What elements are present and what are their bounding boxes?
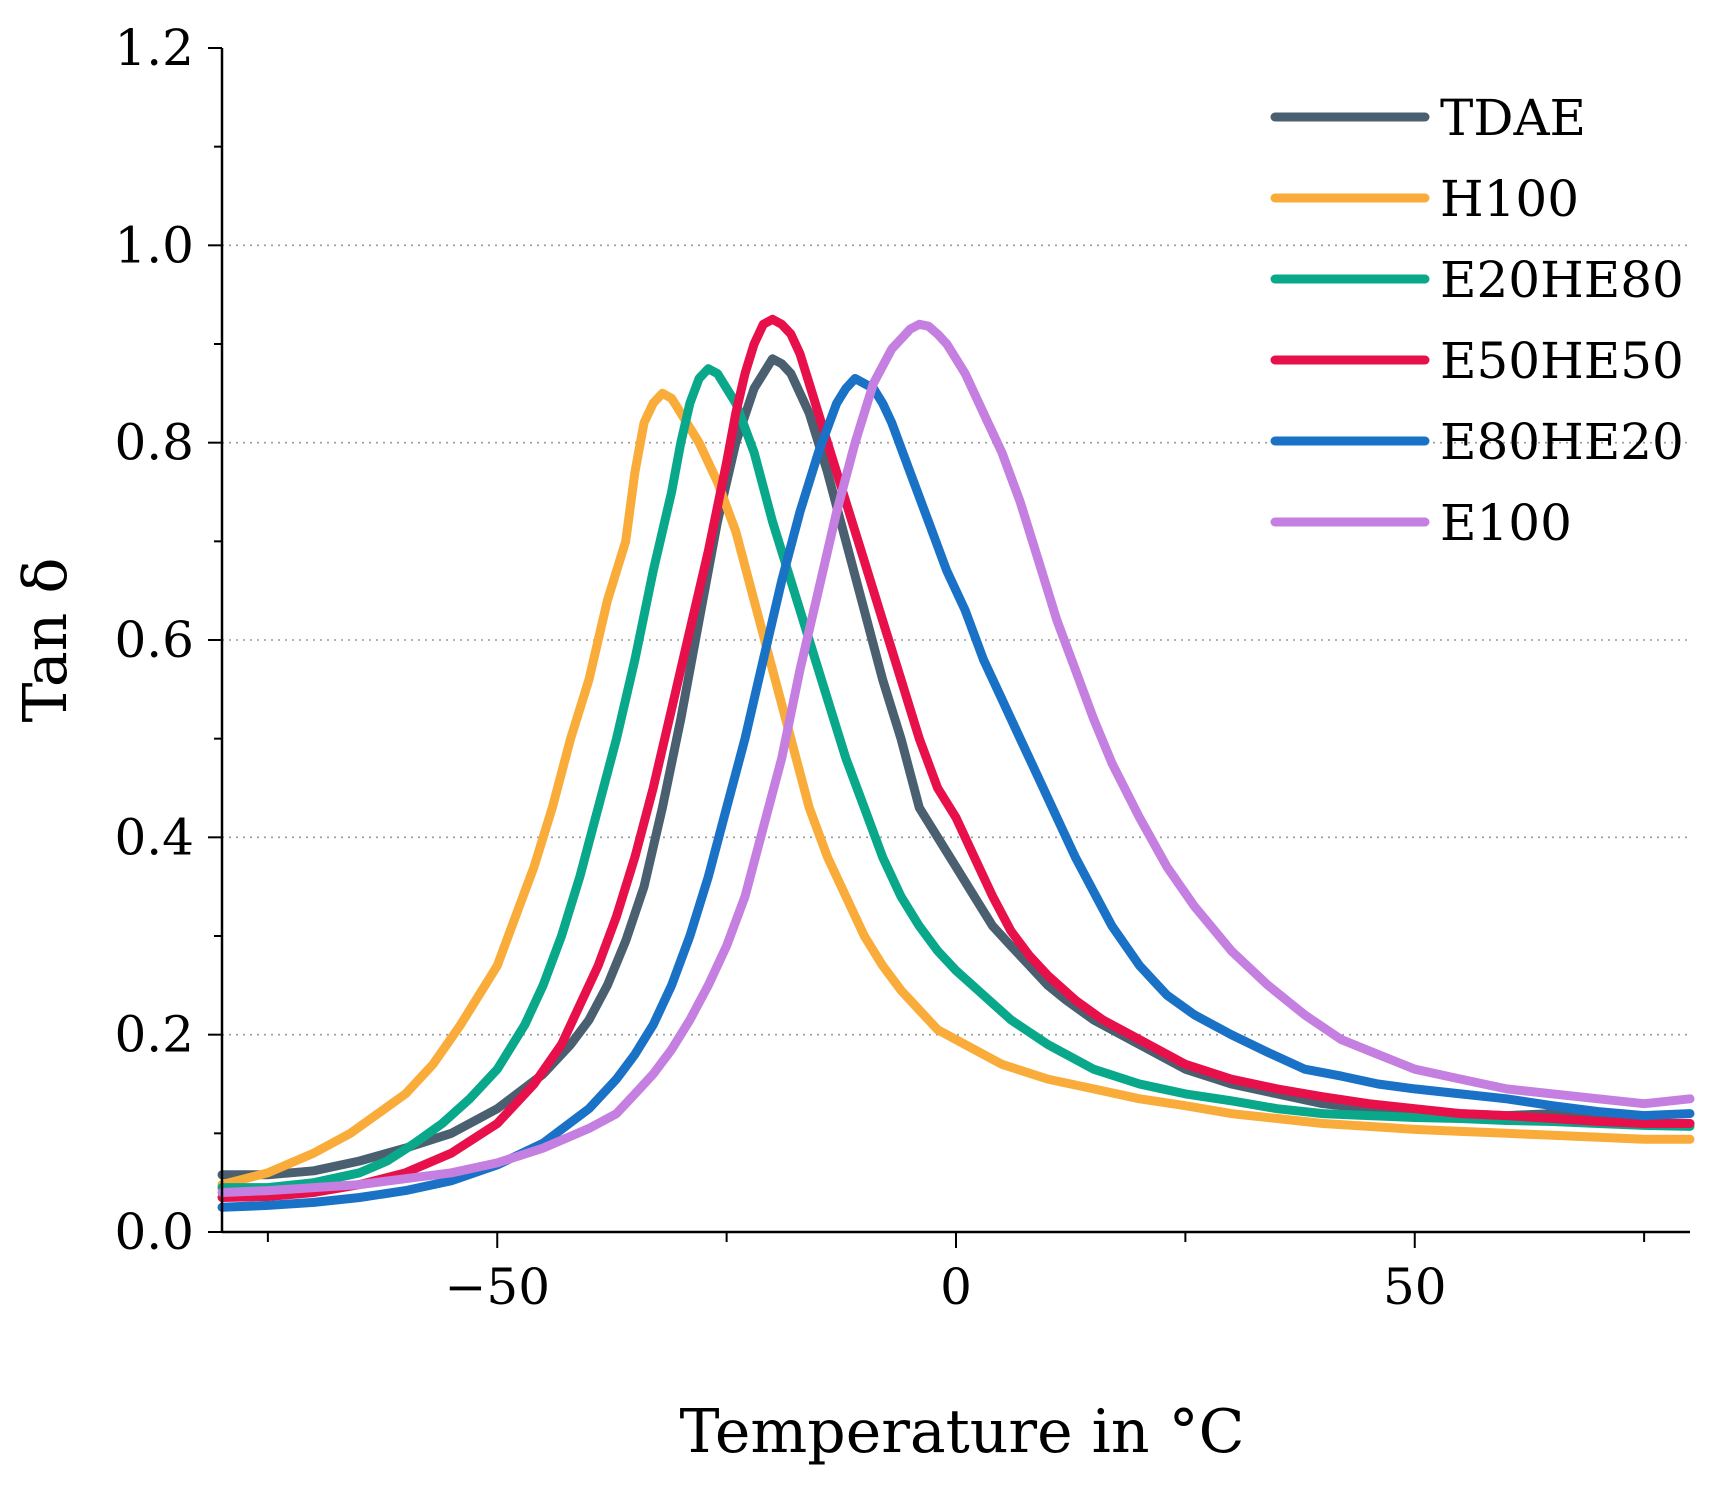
x-tick-label: 0 (940, 1258, 972, 1316)
series-line-e80he20 (217, 374, 1695, 1212)
series-line-e100 (217, 319, 1695, 1197)
y-tick-label: 0.6 (114, 611, 194, 669)
legend-label-e100: E100 (1440, 494, 1572, 552)
y-tick-label: 0.4 (114, 808, 194, 866)
y-tick-label: 0.8 (114, 414, 194, 472)
legend-label-tdae: TDAE (1440, 89, 1586, 147)
y-tick-label: 0.2 (114, 1006, 194, 1064)
legend-label-h100: H100 (1440, 170, 1579, 228)
y-tick-label: 1.0 (114, 216, 194, 274)
y-tick-label: 0.0 (114, 1203, 194, 1261)
legend: TDAE H100 E20HE80 E50HE50 E80HE20 E100 (1270, 89, 1684, 552)
legend-label-e20he80: E20HE80 (1440, 251, 1684, 309)
legend-label-e80he20: E80HE20 (1440, 413, 1684, 471)
x-axis-title: Temperature in °C (680, 1397, 1245, 1467)
ticks: 0.0 0.2 0.4 0.6 0.8 1.0 1.2 −50 0 50 (114, 19, 1646, 1316)
series-line-e50he50 (217, 314, 1695, 1202)
x-tick-label: −50 (444, 1258, 550, 1316)
series-lines (217, 314, 1695, 1212)
series-line-e20he80 (217, 364, 1695, 1193)
legend-label-e50he50: E50HE50 (1440, 332, 1684, 390)
y-tick-label: 1.2 (114, 19, 194, 77)
series-line-h100 (217, 388, 1695, 1190)
series-line-tdae (217, 354, 1695, 1180)
y-axis-title: Tan δ (11, 558, 81, 723)
x-tick-label: 50 (1383, 1258, 1447, 1316)
